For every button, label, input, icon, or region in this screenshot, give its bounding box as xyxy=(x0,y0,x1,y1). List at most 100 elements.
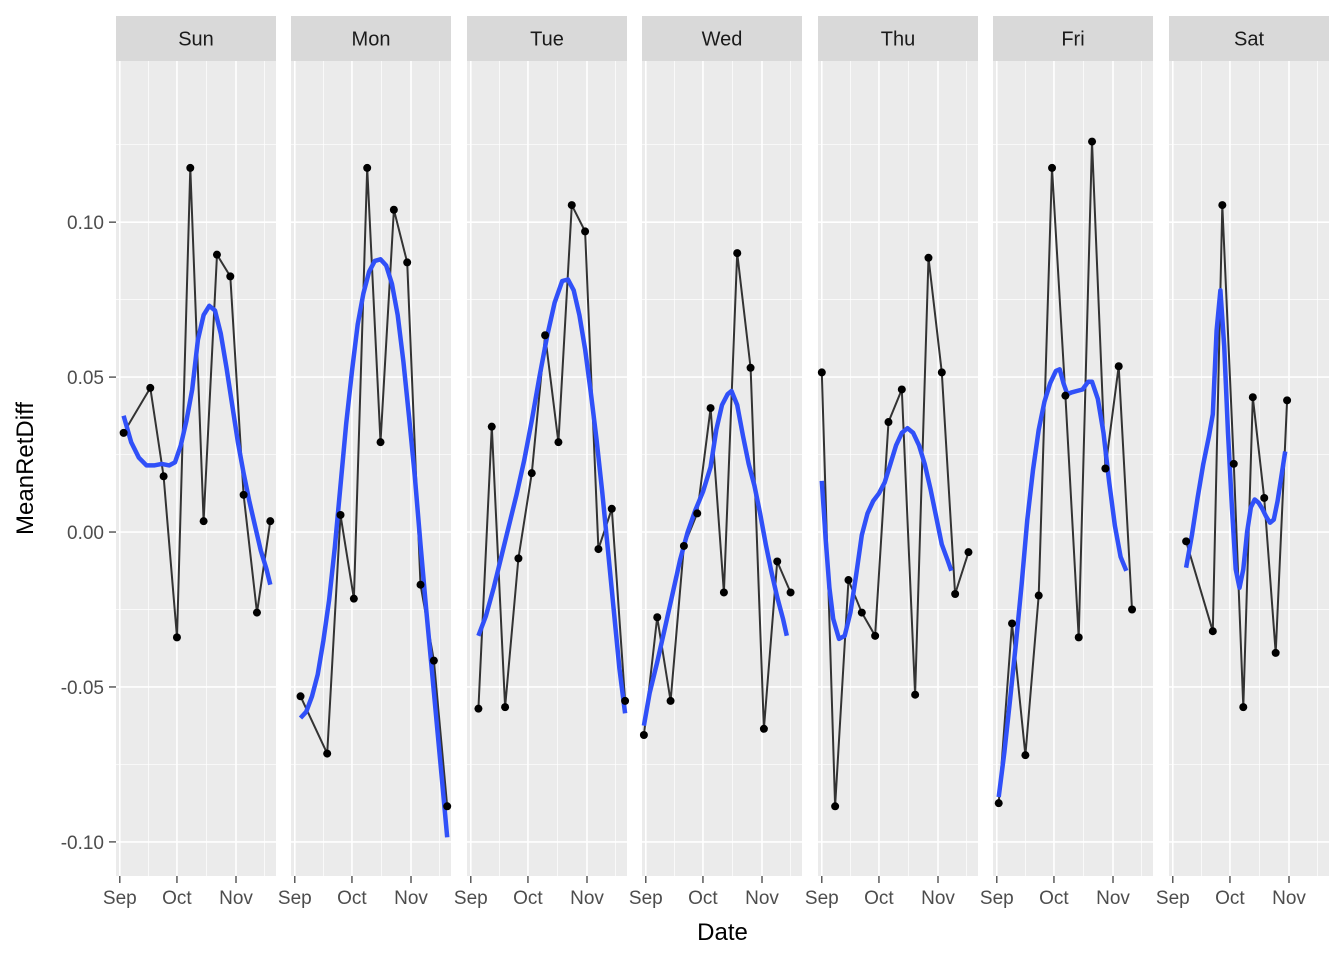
x-tick-label: Oct xyxy=(1039,888,1069,909)
smooth-line xyxy=(1183,288,1288,591)
data-point xyxy=(693,509,702,518)
x-axis-title: Date xyxy=(697,919,748,946)
data-point xyxy=(844,576,853,585)
facet-strip xyxy=(642,16,802,61)
facet-strip xyxy=(818,16,978,61)
y-tick-label: -0.05 xyxy=(61,678,104,699)
panel-mon: Mon Sep Oct Nov xyxy=(278,16,452,909)
data-point xyxy=(964,548,973,557)
data-point xyxy=(924,253,933,262)
facet-strip xyxy=(1169,16,1329,61)
series-line xyxy=(820,257,970,807)
data-point xyxy=(679,541,688,550)
data-point xyxy=(172,633,181,642)
panel-tue: Tue Sep Oct Nov xyxy=(454,16,630,909)
data-point xyxy=(706,404,715,413)
x-tick-label: Sep xyxy=(454,888,488,909)
data-point xyxy=(119,428,128,437)
panel-background xyxy=(642,61,802,876)
data-point xyxy=(581,227,590,236)
data-point xyxy=(786,588,795,597)
x-tick-label: Nov xyxy=(1272,888,1306,909)
smooth-line xyxy=(819,425,954,642)
data-point xyxy=(474,704,483,713)
data-point xyxy=(1248,393,1257,402)
x-tick-label: Nov xyxy=(921,888,955,909)
y-tick-label: 0.10 xyxy=(67,213,104,234)
data-point xyxy=(443,802,452,811)
series-line xyxy=(642,252,792,736)
facet-strip xyxy=(116,16,276,61)
data-point xyxy=(429,656,438,665)
data-point xyxy=(336,510,345,519)
facet-label: Tue xyxy=(530,29,564,51)
y-axis-title: MeanRetDiff xyxy=(12,402,39,535)
data-point xyxy=(1061,391,1070,400)
y-tick-label: -0.10 xyxy=(61,833,104,854)
data-point xyxy=(226,272,235,281)
facet-label: Wed xyxy=(702,29,743,51)
x-tick-label: Sep xyxy=(629,888,663,909)
data-point xyxy=(733,249,742,258)
data-point xyxy=(554,438,563,447)
data-point xyxy=(416,580,425,589)
x-tick-label: Oct xyxy=(864,888,894,909)
data-point xyxy=(994,799,1003,808)
panel-background xyxy=(291,61,451,876)
data-point xyxy=(666,696,675,705)
data-point xyxy=(871,631,880,640)
panel-background xyxy=(116,61,276,876)
x-tick-label: Oct xyxy=(162,888,192,909)
x-tick-label: Oct xyxy=(337,888,367,909)
facet-strip xyxy=(467,16,627,61)
smooth-line xyxy=(298,257,450,838)
smooth-line xyxy=(121,303,273,586)
data-point xyxy=(1182,537,1191,546)
data-point xyxy=(1074,633,1083,642)
panel-fri: Fri Sep Oct Nov xyxy=(980,16,1153,909)
data-point xyxy=(186,163,195,172)
facet-strip xyxy=(291,16,451,61)
x-tick-label: Nov xyxy=(745,888,779,909)
data-point xyxy=(527,469,536,478)
data-point xyxy=(1239,703,1248,712)
data-point xyxy=(911,690,920,699)
facet-label: Fri xyxy=(1061,29,1084,51)
x-tick-label: Sep xyxy=(278,888,312,909)
y-tick-label: 0.05 xyxy=(67,368,104,389)
facet-strip xyxy=(993,16,1153,61)
x-tick-label: Nov xyxy=(570,888,604,909)
data-point xyxy=(487,422,496,431)
data-point xyxy=(759,724,768,733)
series-line xyxy=(477,201,627,709)
data-point xyxy=(1034,591,1043,600)
x-tick-label: Sep xyxy=(103,888,137,909)
data-point xyxy=(376,438,385,447)
data-point xyxy=(897,385,906,394)
data-point xyxy=(239,490,248,499)
panel-background xyxy=(1169,61,1329,876)
data-point xyxy=(639,731,648,740)
data-point xyxy=(541,331,550,340)
data-point xyxy=(159,472,168,481)
x-tick-label: Sep xyxy=(1156,888,1190,909)
data-point xyxy=(1218,201,1227,210)
data-point xyxy=(773,557,782,566)
data-point xyxy=(323,749,332,758)
x-tick-label: Oct xyxy=(688,888,718,909)
panel-background xyxy=(818,61,978,876)
x-tick-label: Oct xyxy=(513,888,543,909)
data-point xyxy=(146,383,155,392)
data-point xyxy=(817,368,826,377)
data-point xyxy=(389,205,398,214)
data-point xyxy=(1048,163,1057,172)
data-point xyxy=(1008,619,1017,628)
data-point xyxy=(403,258,412,267)
data-point xyxy=(831,802,840,811)
data-point xyxy=(1021,751,1030,760)
data-point xyxy=(719,588,728,597)
panel-thu: Thu Sep Oct Nov xyxy=(805,16,978,909)
data-point xyxy=(296,692,305,701)
data-point xyxy=(1271,648,1280,657)
